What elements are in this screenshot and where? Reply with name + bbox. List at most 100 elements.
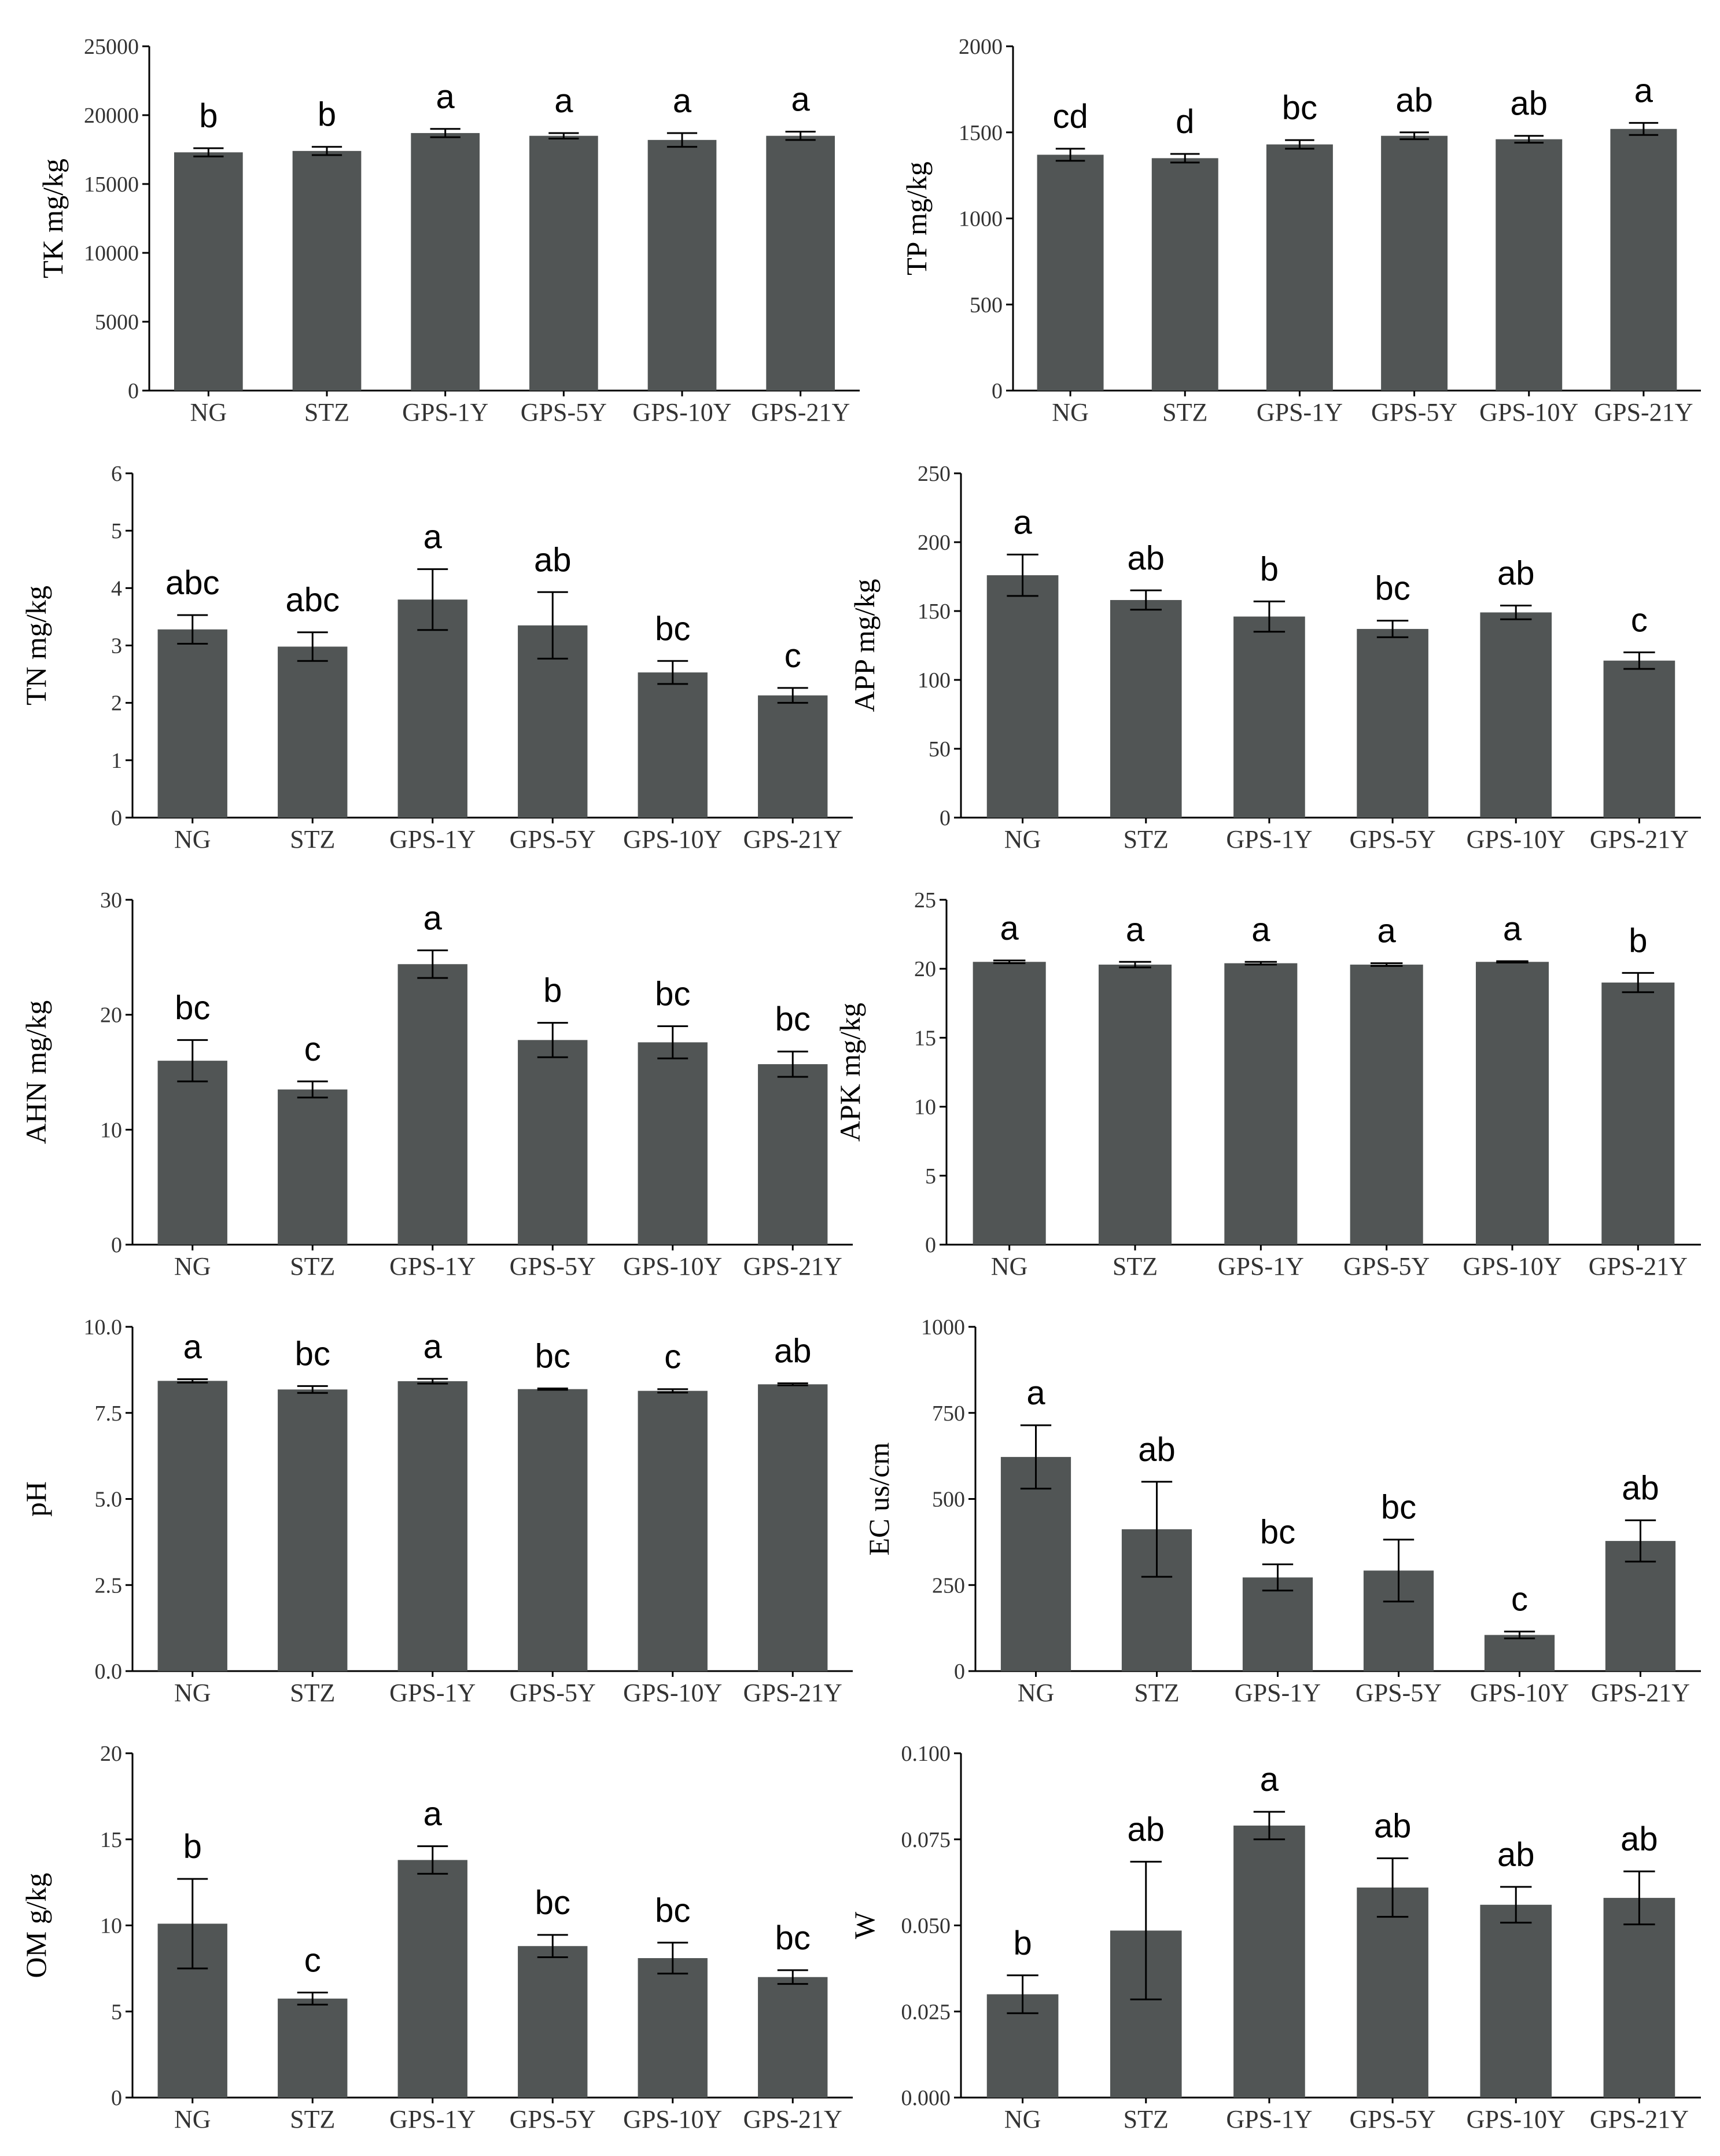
significance-letter: bc [175,989,210,1027]
significance-letter: a [183,1328,202,1366]
y-tick-label: 10 [100,1118,122,1142]
y-tick-label: 2.5 [95,1573,123,1598]
bar-gps-5y [1357,628,1428,818]
significance-letter: cd [1052,98,1088,135]
x-tick-label: STZ [1124,825,1169,853]
significance-letter: a [423,518,443,556]
bar-stz [278,646,348,818]
bar-gps-1y [1266,144,1333,391]
error-bar [666,132,698,148]
significance-letter: a [1126,911,1145,948]
significance-letter: bc [1260,1514,1295,1551]
significance-letter: b [1013,1925,1032,1962]
x-tick-label: NG [1004,2105,1041,2133]
bar-gps-10y [638,1958,708,2098]
bar-gps-10y [1475,962,1549,1245]
significance-letter: abc [165,564,220,602]
y-tick-label: 0.100 [901,1742,951,1766]
error-bar [1376,620,1409,638]
bar-gps-5y [1357,1888,1428,2098]
y-tick-label: 15000 [84,172,139,197]
x-tick-label: GPS-10Y [623,1679,722,1707]
error-bar [1376,1857,1409,1918]
bar-gps-10y [638,1390,708,1671]
significance-letter: ab [774,1333,812,1370]
error-bar [537,1022,568,1058]
error-bar [177,1378,208,1384]
chart-panel-9: 0 5 10 15 20 OM g/kg b NG c STZ a GPS-1Y bc GPS-5Y bc G… [20,1742,853,2133]
bar-stz [1151,158,1218,391]
bar-gps-10y [1480,1904,1552,2098]
error-bar [417,949,448,979]
y-tick-label: 150 [918,599,951,624]
x-tick-label: GPS-1Y [389,1252,476,1281]
bar-gps-10y [1496,139,1563,391]
significance-letter: bc [775,1919,811,1957]
y-tick-label: 0.050 [901,1914,951,1938]
x-tick-label: NG [1018,1679,1055,1707]
y-axis-title: TP mg/kg [900,161,933,275]
bar-gps-5y [518,1389,588,1671]
bar-ng [973,962,1046,1245]
x-tick-label: GPS-21Y [1590,825,1689,853]
error-bar [1504,1631,1535,1639]
y-tick-label: 1000 [921,1315,965,1340]
chart-panel-1: 0 5000 10000 15000 20000 25000 TK mg/kg b NG b STZ… [36,35,860,426]
significance-letter: c [1511,1581,1528,1618]
significance-letter: a [423,1328,443,1366]
y-tick-label: 0.075 [901,1828,951,1852]
significance-letter: c [664,1338,681,1376]
bar-gps-21y [1603,1897,1675,2098]
error-bar [993,959,1026,965]
y-tick-label: 0 [954,1660,965,1684]
bar-ng [157,629,227,818]
x-tick-label: GPS-21Y [743,1679,842,1707]
x-tick-label: GPS-21Y [1594,398,1693,426]
bar-ng [157,1061,227,1245]
bar-gps-5y [518,1946,588,2098]
error-bar [1055,148,1085,162]
error-bar [657,1388,688,1394]
bar-gps-10y [638,672,708,818]
significance-letter: a [1013,503,1032,541]
significance-letter: bc [775,1000,811,1038]
significance-letter: b [199,97,218,135]
x-tick-label: GPS-5Y [510,825,596,853]
significance-letter: ab [1497,554,1535,592]
significance-letter: bc [1381,1489,1416,1526]
error-bar [193,147,224,157]
error-bar [1253,1811,1286,1841]
bar-gps-5y [1350,965,1423,1245]
x-tick-label: STZ [1113,1252,1158,1281]
y-axis-title: W [848,1911,881,1939]
x-tick-label: GPS-10Y [1470,1679,1569,1707]
significance-letter: b [1260,550,1279,588]
y-tick-label: 5000 [95,310,139,334]
x-tick-label: NG [174,825,211,853]
x-tick-label: GPS-5Y [1356,1679,1442,1707]
chart-panel-2: 0 500 1000 1500 2000 TP mg/kg cd NG d STZ bc GPS-1Y… [900,35,1701,426]
significance-letter: a [1251,911,1270,948]
significance-letter: a [1260,1761,1279,1798]
significance-letter: ab [1395,82,1433,119]
y-tick-label: 500 [932,1488,965,1512]
error-bar [177,1039,208,1083]
y-axis-title: APK mg/kg [834,1003,866,1142]
y-axis-title: OM g/kg [20,1873,52,1978]
x-tick-label: GPS-1Y [1226,2105,1312,2133]
error-bar [1130,1860,1162,2000]
y-tick-label: 25 [914,888,936,913]
y-tick-label: 0 [111,806,122,830]
x-tick-label: NG [174,1679,211,1707]
y-tick-label: 250 [918,462,951,486]
chart-panel-5: 0 10 20 30 AHN mg/kg bc NG c STZ a GPS-1Y b GPS-5Y bc… [20,888,853,1281]
error-bar [537,1388,568,1391]
x-tick-label: GPS-1Y [1226,825,1312,853]
error-bar [1496,960,1529,963]
y-tick-label: 6 [111,462,122,486]
error-bar [1262,1563,1294,1592]
x-tick-label: GPS-21Y [743,825,842,853]
y-axis-title: EC us/cm [863,1442,895,1555]
x-tick-label: STZ [1162,398,1207,426]
x-tick-label: GPS-5Y [510,1679,596,1707]
